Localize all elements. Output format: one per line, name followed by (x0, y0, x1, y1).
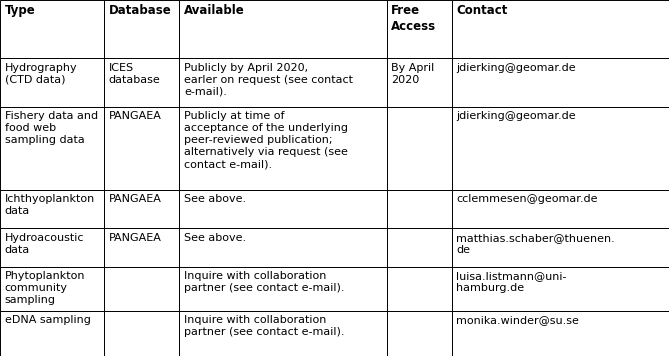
Bar (387, 58, 452, 107)
Bar (0, 58, 104, 107)
Bar (387, 107, 452, 190)
Text: Hydrography
(CTD data): Hydrography (CTD data) (5, 63, 78, 85)
Bar (0, 267, 104, 310)
Text: PANGAEA: PANGAEA (108, 111, 161, 121)
Bar (0, 190, 104, 229)
Text: PANGAEA: PANGAEA (108, 233, 161, 243)
Text: eDNA sampling: eDNA sampling (5, 315, 90, 325)
Bar (452, 107, 669, 190)
Text: Publicly at time of
acceptance of the underlying
peer-reviewed publication;
alte: Publicly at time of acceptance of the un… (184, 111, 348, 169)
Text: Phytoplankton
community
sampling: Phytoplankton community sampling (5, 271, 85, 305)
Bar (0, 0, 104, 58)
Text: See above.: See above. (184, 194, 246, 204)
Text: See above.: See above. (184, 233, 246, 243)
Bar (104, 190, 179, 229)
Bar (104, 58, 179, 107)
Text: Publicly by April 2020,
earler on request (see contact
e-mail).: Publicly by April 2020, earler on reques… (184, 63, 353, 96)
Text: cclemmesen@geomar.de: cclemmesen@geomar.de (456, 194, 598, 204)
Bar (452, 267, 669, 310)
Bar (104, 267, 179, 310)
Text: matthias.schaber@thuenen.
de: matthias.schaber@thuenen. de (456, 233, 615, 255)
Bar (104, 107, 179, 190)
Bar (104, 310, 179, 356)
Bar (179, 190, 387, 229)
Bar (387, 0, 452, 58)
Bar (179, 310, 387, 356)
Text: Inquire with collaboration
partner (see contact e-mail).: Inquire with collaboration partner (see … (184, 315, 345, 337)
Bar (387, 190, 452, 229)
Bar (104, 229, 179, 267)
Text: jdierking@geomar.de: jdierking@geomar.de (456, 111, 576, 121)
Bar (0, 310, 104, 356)
Text: Ichthyoplankton
data: Ichthyoplankton data (5, 194, 95, 216)
Text: ICES
database: ICES database (108, 63, 160, 85)
Text: By April
2020: By April 2020 (391, 63, 435, 85)
Text: Contact: Contact (456, 4, 508, 17)
Bar (452, 310, 669, 356)
Bar (452, 229, 669, 267)
Text: monika.winder@su.se: monika.winder@su.se (456, 315, 579, 325)
Bar (0, 107, 104, 190)
Text: Fishery data and
food web
sampling data: Fishery data and food web sampling data (5, 111, 98, 145)
Text: Database: Database (108, 4, 171, 17)
Bar (104, 0, 179, 58)
Bar (0, 229, 104, 267)
Bar (179, 0, 387, 58)
Text: PANGAEA: PANGAEA (108, 194, 161, 204)
Text: jdierking@geomar.de: jdierking@geomar.de (456, 63, 576, 73)
Bar (387, 267, 452, 310)
Text: Type: Type (5, 4, 35, 17)
Bar (179, 229, 387, 267)
Text: Hydroacoustic
data: Hydroacoustic data (5, 233, 84, 255)
Bar (179, 58, 387, 107)
Bar (179, 107, 387, 190)
Text: Free
Access: Free Access (391, 4, 436, 33)
Text: Available: Available (184, 4, 245, 17)
Bar (387, 310, 452, 356)
Bar (179, 267, 387, 310)
Text: luisa.listmann@uni-
hamburg.de: luisa.listmann@uni- hamburg.de (456, 271, 567, 293)
Text: Inquire with collaboration
partner (see contact e-mail).: Inquire with collaboration partner (see … (184, 271, 345, 293)
Bar (387, 229, 452, 267)
Bar (452, 190, 669, 229)
Bar (452, 58, 669, 107)
Bar (452, 0, 669, 58)
